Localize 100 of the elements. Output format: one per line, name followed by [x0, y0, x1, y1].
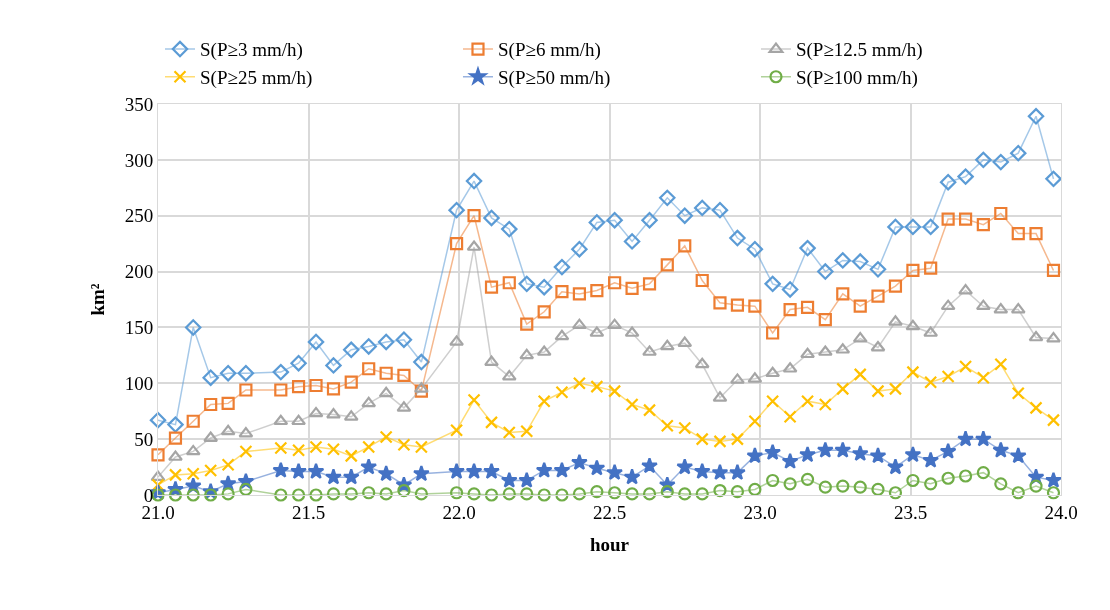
- point: [1011, 486, 1025, 500]
- point: [905, 319, 921, 331]
- point: [660, 258, 674, 272]
- point: [941, 212, 955, 226]
- point: [975, 299, 991, 311]
- point: [870, 340, 886, 352]
- point: [500, 471, 518, 488]
- point: [588, 459, 606, 476]
- point: [484, 355, 499, 366]
- point: [588, 214, 606, 231]
- point: [449, 423, 464, 437]
- point: [414, 440, 428, 454]
- point: [871, 384, 885, 398]
- point: [625, 281, 639, 295]
- point: [730, 432, 745, 446]
- point: [1029, 226, 1043, 241]
- point: [149, 411, 167, 429]
- point: [186, 488, 200, 502]
- point: [325, 468, 342, 485]
- point: [606, 211, 623, 229]
- point: [887, 458, 904, 475]
- point: [800, 472, 815, 486]
- point: [501, 369, 517, 381]
- point: [518, 471, 536, 488]
- point: [448, 201, 465, 219]
- point: [941, 471, 955, 485]
- point: [713, 483, 727, 498]
- point: [939, 173, 957, 191]
- point: [537, 488, 551, 502]
- point: [869, 447, 887, 464]
- point: [290, 354, 307, 372]
- legend-label: S(P≥25 mm/h): [200, 67, 313, 90]
- point: [695, 273, 709, 288]
- point: [818, 313, 832, 327]
- point: [467, 209, 481, 223]
- point: [449, 486, 464, 500]
- point: [678, 239, 692, 253]
- point: [186, 467, 200, 481]
- point: [168, 488, 183, 502]
- point: [397, 438, 411, 452]
- point: [818, 480, 832, 494]
- y-tick-label: 350: [124, 93, 154, 115]
- point: [992, 153, 1010, 171]
- point: [520, 424, 534, 438]
- point: [924, 477, 938, 491]
- point: [362, 440, 376, 454]
- point: [237, 364, 255, 382]
- point: [520, 317, 534, 331]
- point: [800, 394, 815, 408]
- point: [362, 362, 376, 376]
- point: [465, 462, 483, 479]
- point: [939, 442, 957, 459]
- point: [1029, 479, 1043, 493]
- point: [1010, 302, 1026, 314]
- point: [291, 443, 306, 457]
- point: [220, 424, 236, 436]
- point: [221, 458, 235, 472]
- point: [151, 478, 165, 492]
- point: [239, 383, 253, 397]
- point: [590, 380, 604, 394]
- point: [167, 416, 184, 433]
- point: [783, 302, 797, 317]
- point: [501, 220, 518, 238]
- point: [483, 209, 500, 227]
- point: [642, 487, 657, 501]
- point: [957, 168, 974, 185]
- point: [694, 357, 710, 369]
- point: [711, 201, 729, 219]
- point: [309, 488, 323, 502]
- point: [274, 488, 288, 502]
- x-tick-label: 24.0: [1044, 501, 1078, 523]
- point: [641, 211, 658, 229]
- point: [676, 207, 693, 224]
- point: [572, 376, 586, 390]
- point: [379, 366, 393, 380]
- point: [537, 394, 551, 408]
- x-tick-label: 22.0: [442, 501, 476, 523]
- point: [730, 298, 745, 312]
- point: [660, 419, 674, 433]
- point: [730, 485, 745, 499]
- point: [239, 482, 253, 497]
- point: [887, 218, 904, 236]
- point: [554, 329, 570, 341]
- point: [729, 229, 746, 247]
- point: [590, 283, 604, 298]
- point: [272, 363, 290, 381]
- point: [940, 299, 956, 311]
- point: [800, 300, 815, 314]
- x-tick-label: 22.5: [592, 501, 627, 523]
- point: [535, 278, 553, 296]
- point: [519, 348, 535, 360]
- point: [975, 151, 992, 169]
- point: [553, 461, 571, 478]
- point: [412, 464, 430, 482]
- point: [836, 479, 850, 493]
- point: [746, 240, 764, 258]
- point: [186, 414, 200, 428]
- point: [623, 468, 641, 485]
- point: [994, 206, 1008, 221]
- point: [659, 339, 675, 351]
